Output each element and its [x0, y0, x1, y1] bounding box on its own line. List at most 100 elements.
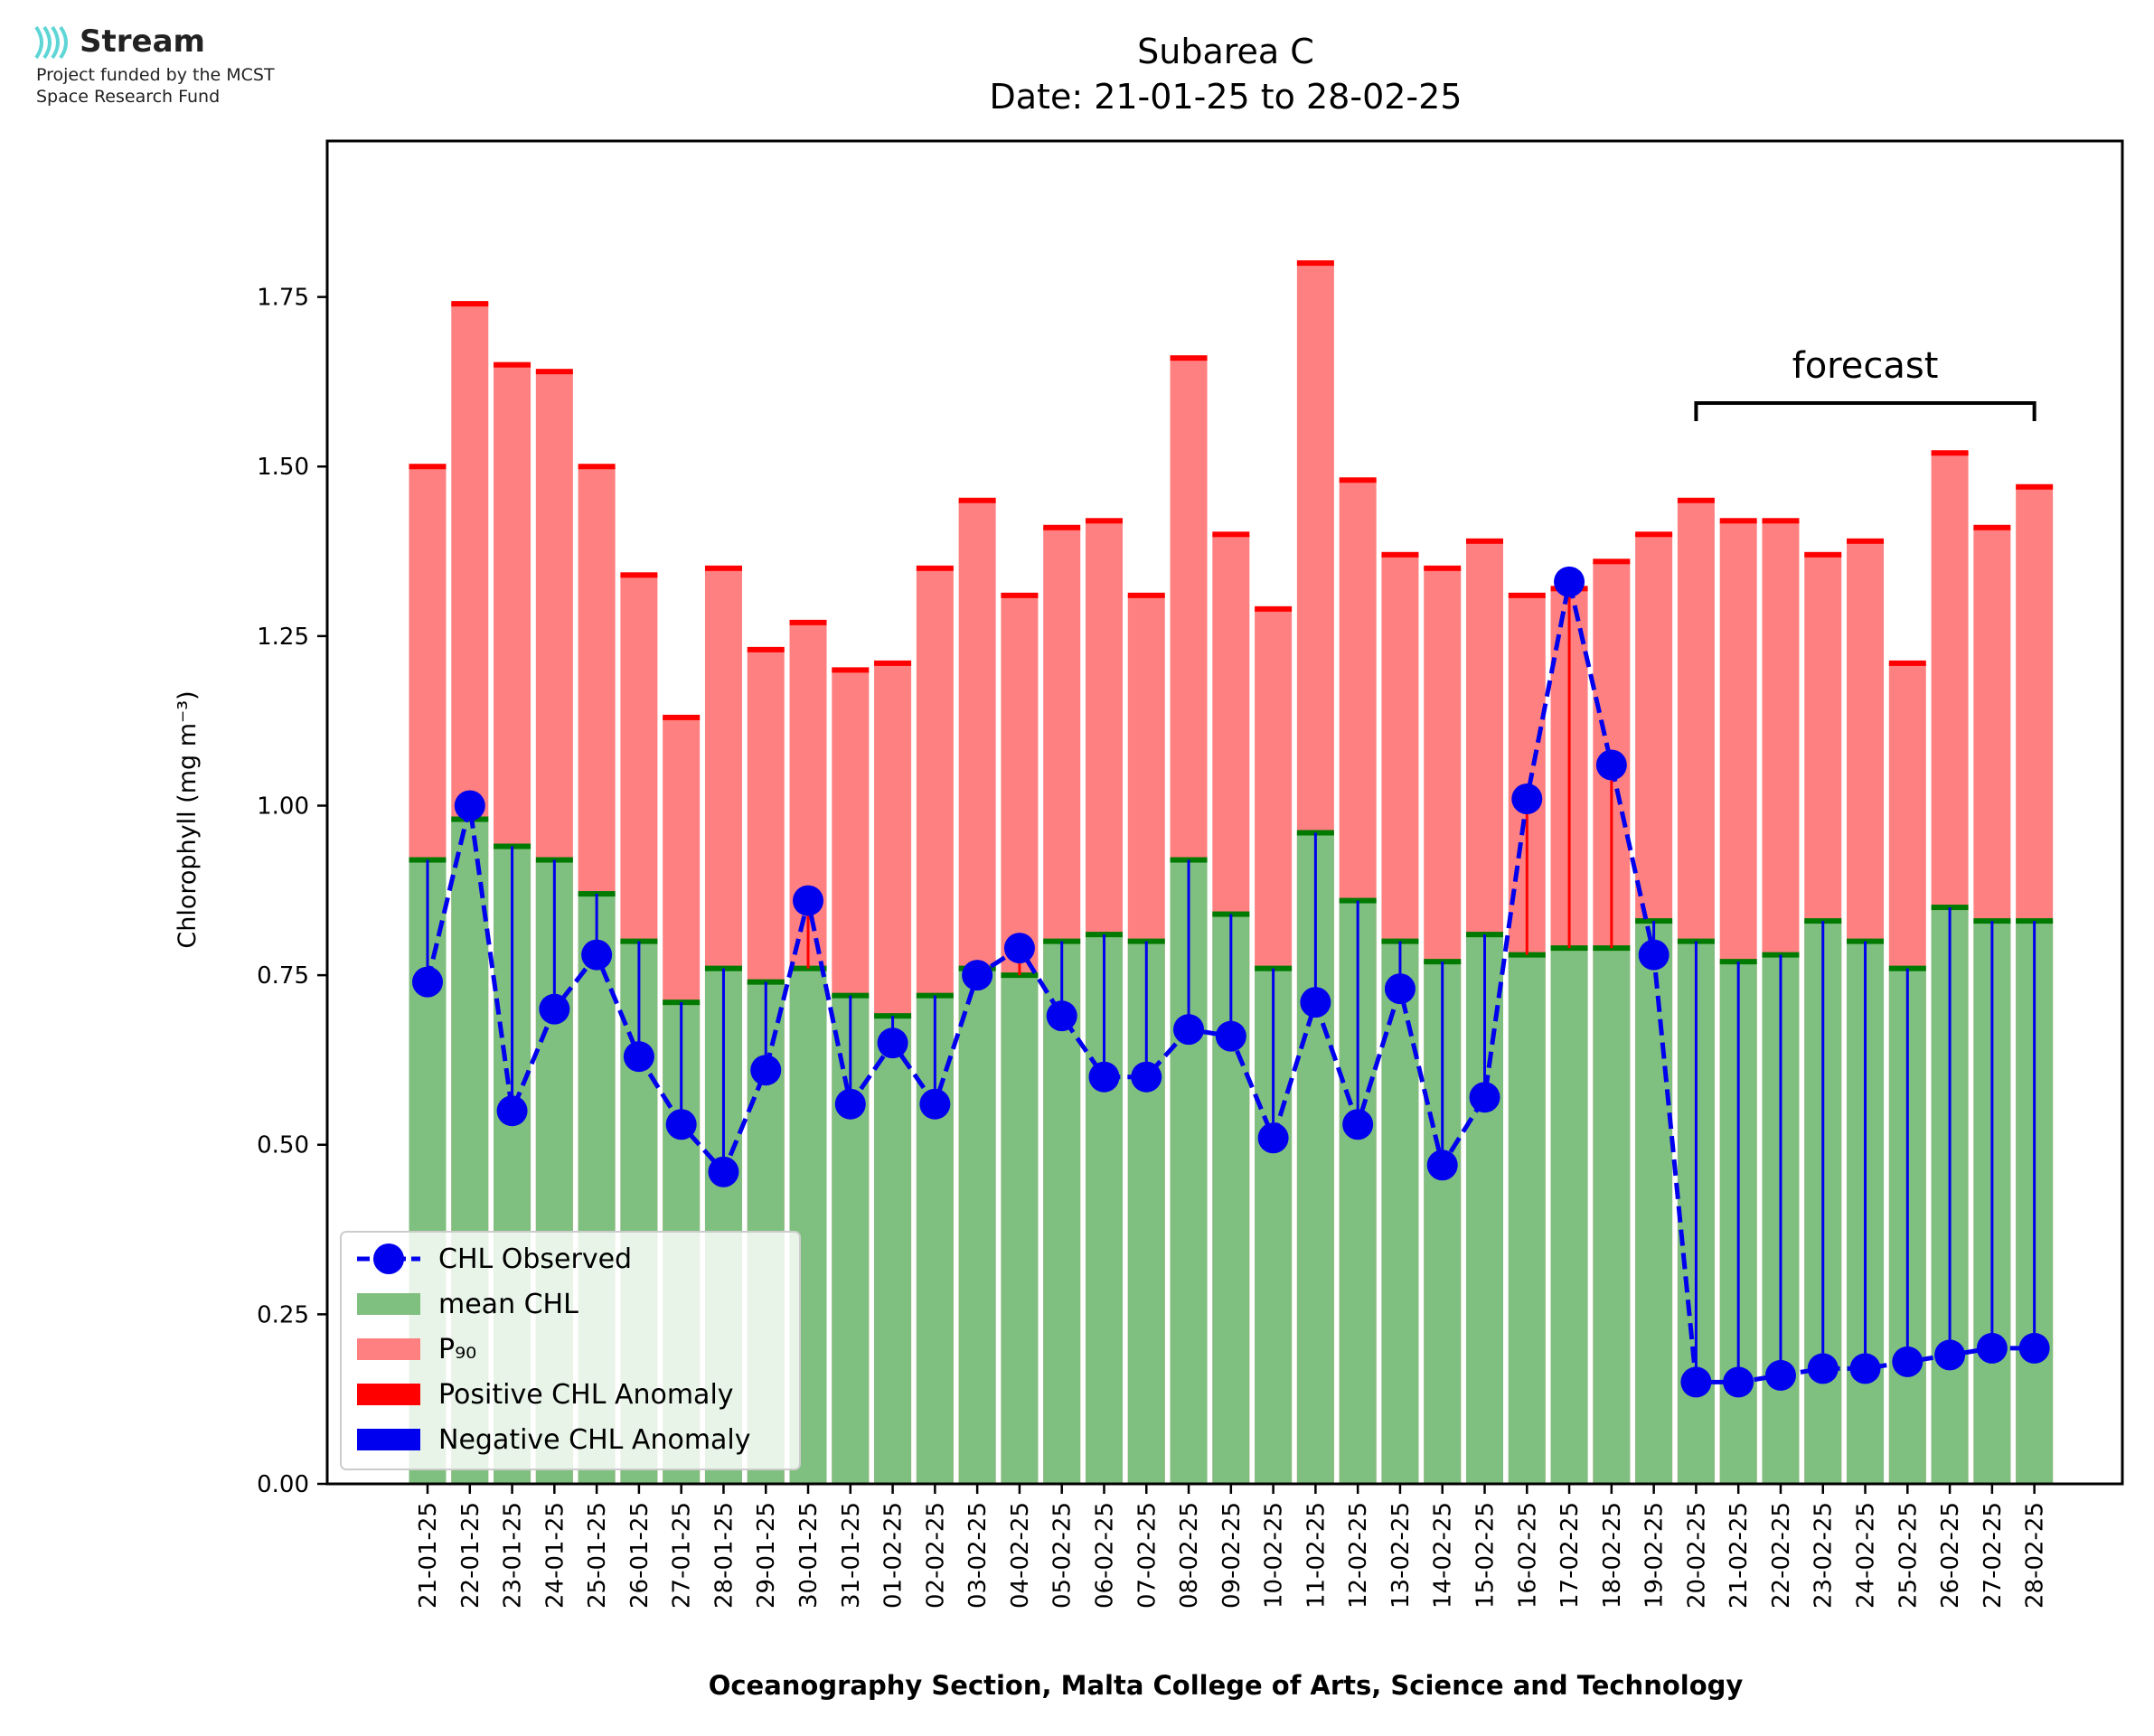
p90-cap	[1170, 355, 1208, 361]
observed-point	[1892, 1346, 1924, 1377]
p90-cap	[1593, 558, 1631, 565]
mean-bar	[1001, 975, 1039, 1484]
x-tick-label: 04-02-25	[1007, 1502, 1034, 1609]
observed-point	[1342, 1109, 1374, 1140]
chart-subtitle: Date: 21-01-25 to 28-02-25	[990, 77, 1463, 117]
y-tick-label: 1.75	[257, 285, 309, 312]
p90-cap	[789, 619, 827, 625]
x-tick-label: 13-02-25	[1387, 1502, 1415, 1609]
mean-bar	[1635, 921, 1673, 1484]
observed-point	[1723, 1366, 1754, 1398]
mean-bar	[1043, 941, 1081, 1484]
observed-point	[919, 1088, 951, 1120]
p90-cap	[663, 714, 701, 720]
p90-cap	[535, 369, 573, 375]
x-tick-label: 21-01-25	[415, 1502, 442, 1609]
mean-bar	[1593, 948, 1631, 1484]
x-tick-label: 25-01-25	[584, 1502, 611, 1609]
p90-cap	[958, 497, 996, 503]
observed-point	[412, 966, 443, 998]
p90-cap	[1804, 551, 1842, 558]
x-tick-label: 15-02-25	[1472, 1502, 1500, 1609]
legend-positive-swatch	[357, 1384, 420, 1405]
mean-bar	[1508, 954, 1546, 1484]
observed-point	[2018, 1332, 2050, 1364]
legend-entry-label: mean CHL	[438, 1289, 578, 1320]
observed-point	[1384, 973, 1416, 1005]
observed-point	[1638, 939, 1670, 971]
observed-point	[496, 1095, 528, 1127]
p90-cap	[1255, 605, 1293, 612]
x-tick-label: 17-02-25	[1557, 1502, 1584, 1609]
observed-point	[623, 1041, 654, 1073]
p90-cap	[1466, 538, 1503, 544]
p90-cap	[1973, 524, 2011, 530]
forecast-bracket	[1694, 401, 2036, 421]
plot-frame	[325, 139, 2124, 1486]
p90-cap	[620, 572, 658, 578]
p90-cap	[2016, 483, 2054, 490]
p90-cap	[916, 565, 954, 571]
x-tick-label: 02-02-25	[922, 1502, 949, 1609]
observed-point	[1426, 1150, 1458, 1181]
x-tick-label: 22-02-25	[1768, 1502, 1795, 1609]
p90-cap	[1931, 450, 1969, 456]
observed-point	[1215, 1020, 1246, 1052]
legend-entry-label: CHL Observed	[438, 1243, 632, 1275]
p90-cap	[1847, 538, 1885, 544]
x-tick-label: 12-02-25	[1345, 1502, 1372, 1609]
y-tick-label: 0.00	[257, 1471, 309, 1498]
logo-funding-line-2: Space Research Fund	[36, 87, 221, 107]
observed-point	[962, 960, 993, 991]
mean-bar	[874, 1016, 912, 1484]
observed-point	[834, 1088, 866, 1120]
x-tick-label: 26-01-25	[626, 1502, 654, 1609]
observed-point	[877, 1028, 908, 1059]
mean-bar	[958, 968, 996, 1484]
x-tick-label: 03-02-25	[964, 1502, 992, 1609]
x-tick-label: 23-02-25	[1811, 1502, 1838, 1609]
observed-point	[1300, 987, 1331, 1018]
mean-bar	[1550, 948, 1588, 1484]
p90-cap	[1296, 260, 1334, 267]
y-tick-label: 1.00	[257, 793, 309, 820]
x-tick-label: 10-02-25	[1261, 1502, 1288, 1609]
forecast-annotation: forecast	[1792, 345, 1939, 387]
x-tick-label: 24-02-25	[1853, 1502, 1880, 1609]
observed-point	[665, 1109, 697, 1140]
p90-cap	[1085, 518, 1123, 524]
observed-point	[1511, 783, 1543, 814]
observed-point	[1849, 1353, 1881, 1384]
x-tick-label: 16-02-25	[1514, 1502, 1541, 1609]
observed-point	[1173, 1014, 1205, 1046]
observed-point	[1131, 1061, 1162, 1093]
y-tick-label: 0.75	[257, 962, 309, 990]
observed-point	[539, 993, 570, 1025]
legend-mean-swatch	[357, 1293, 420, 1315]
y-tick-label: 1.25	[257, 624, 309, 651]
observed-point	[1807, 1353, 1839, 1384]
x-tick-label: 07-02-25	[1133, 1502, 1161, 1609]
x-tick-label: 09-02-25	[1218, 1502, 1246, 1609]
observed-point	[1003, 933, 1035, 964]
p90-cap	[409, 464, 447, 470]
y-axis-label: Chlorophyll (mg m⁻³)	[174, 690, 202, 948]
p90-cap	[1043, 524, 1081, 530]
y-tick-label: 1.50	[257, 454, 309, 481]
x-tick-label: 01-02-25	[880, 1502, 908, 1609]
x-tick-label: 28-01-25	[710, 1502, 738, 1609]
x-tick-label: 08-02-25	[1176, 1502, 1203, 1609]
x-axis-label: Oceanography Section, Malta College of A…	[709, 1670, 1744, 1701]
legend-observed-marker-icon	[373, 1243, 404, 1274]
legend-entry-label: P₉₀	[438, 1334, 476, 1365]
x-tick-label: 05-02-25	[1049, 1502, 1077, 1609]
p90-cap	[747, 646, 785, 652]
observed-point	[1934, 1339, 1966, 1371]
p90-cap	[1762, 518, 1800, 524]
legend-entry-label: Positive CHL Anomaly	[438, 1379, 734, 1411]
x-tick-label: 11-02-25	[1303, 1502, 1330, 1609]
p90-cap	[1508, 592, 1546, 598]
observed-point	[1595, 749, 1627, 781]
y-tick-label: 0.50	[257, 1132, 309, 1159]
